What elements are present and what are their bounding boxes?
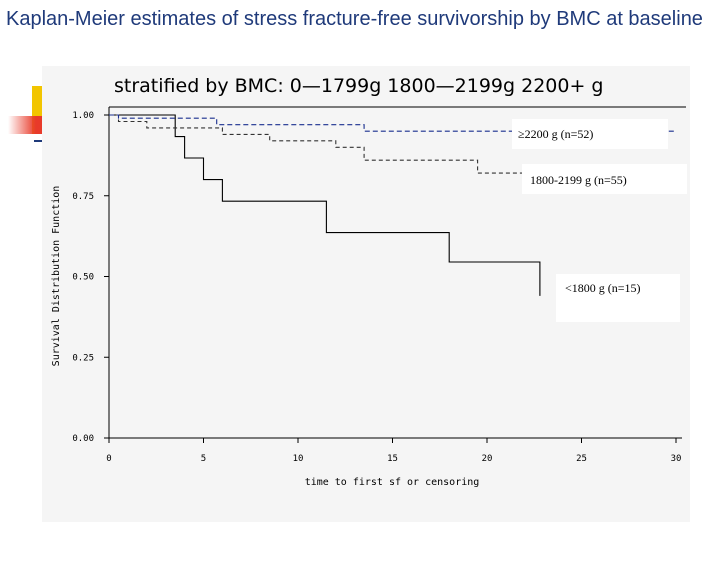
series-label-box-low (556, 274, 680, 322)
x-tick-label: 0 (106, 454, 111, 464)
slide-title: Kaplan-Meier estimates of stress fractur… (6, 8, 703, 30)
y-tick-label: 0.00 (72, 434, 94, 444)
chart-title: stratified by BMC: 0—1799g 1800—2199g 22… (114, 75, 604, 97)
x-axis-label: time to first sf or censoring (305, 477, 480, 488)
series-line-low (109, 114, 541, 296)
km-plot-panel: stratified by BMC: 0—1799g 1800—2199g 22… (42, 66, 690, 582)
decorative-rule (34, 140, 46, 142)
x-tick-label: 25 (576, 454, 587, 464)
series-line-mid (109, 114, 676, 174)
x-tick-label: 30 (671, 454, 682, 464)
decorative-red-bar (8, 116, 48, 134)
series-label-box-mid (522, 164, 687, 194)
y-tick-label: 1.00 (72, 111, 94, 121)
blank-box (192, 554, 678, 582)
series-label-high: ≥2200 g (n=52) (518, 127, 593, 141)
y-tick-label: 0.75 (72, 192, 94, 202)
y-tick-label: 0.50 (72, 273, 94, 283)
y-axis-label: Survival Distribution Function (51, 186, 62, 367)
x-tick-label: 20 (482, 454, 493, 464)
series-label-box-high (512, 119, 668, 149)
km-chart: stratified by BMC: 0—1799g 1800—2199g 22… (51, 75, 687, 488)
x-tick-label: 5 (201, 454, 206, 464)
y-tick-label: 0.25 (72, 353, 94, 363)
x-tick-label: 15 (387, 454, 398, 464)
x-tick-label: 10 (293, 454, 304, 464)
series-line-high (109, 114, 676, 132)
series-label-low: <1800 g (n=15) (565, 281, 641, 295)
series-label-mid: 1800-2199 g (n=55) (530, 173, 627, 187)
